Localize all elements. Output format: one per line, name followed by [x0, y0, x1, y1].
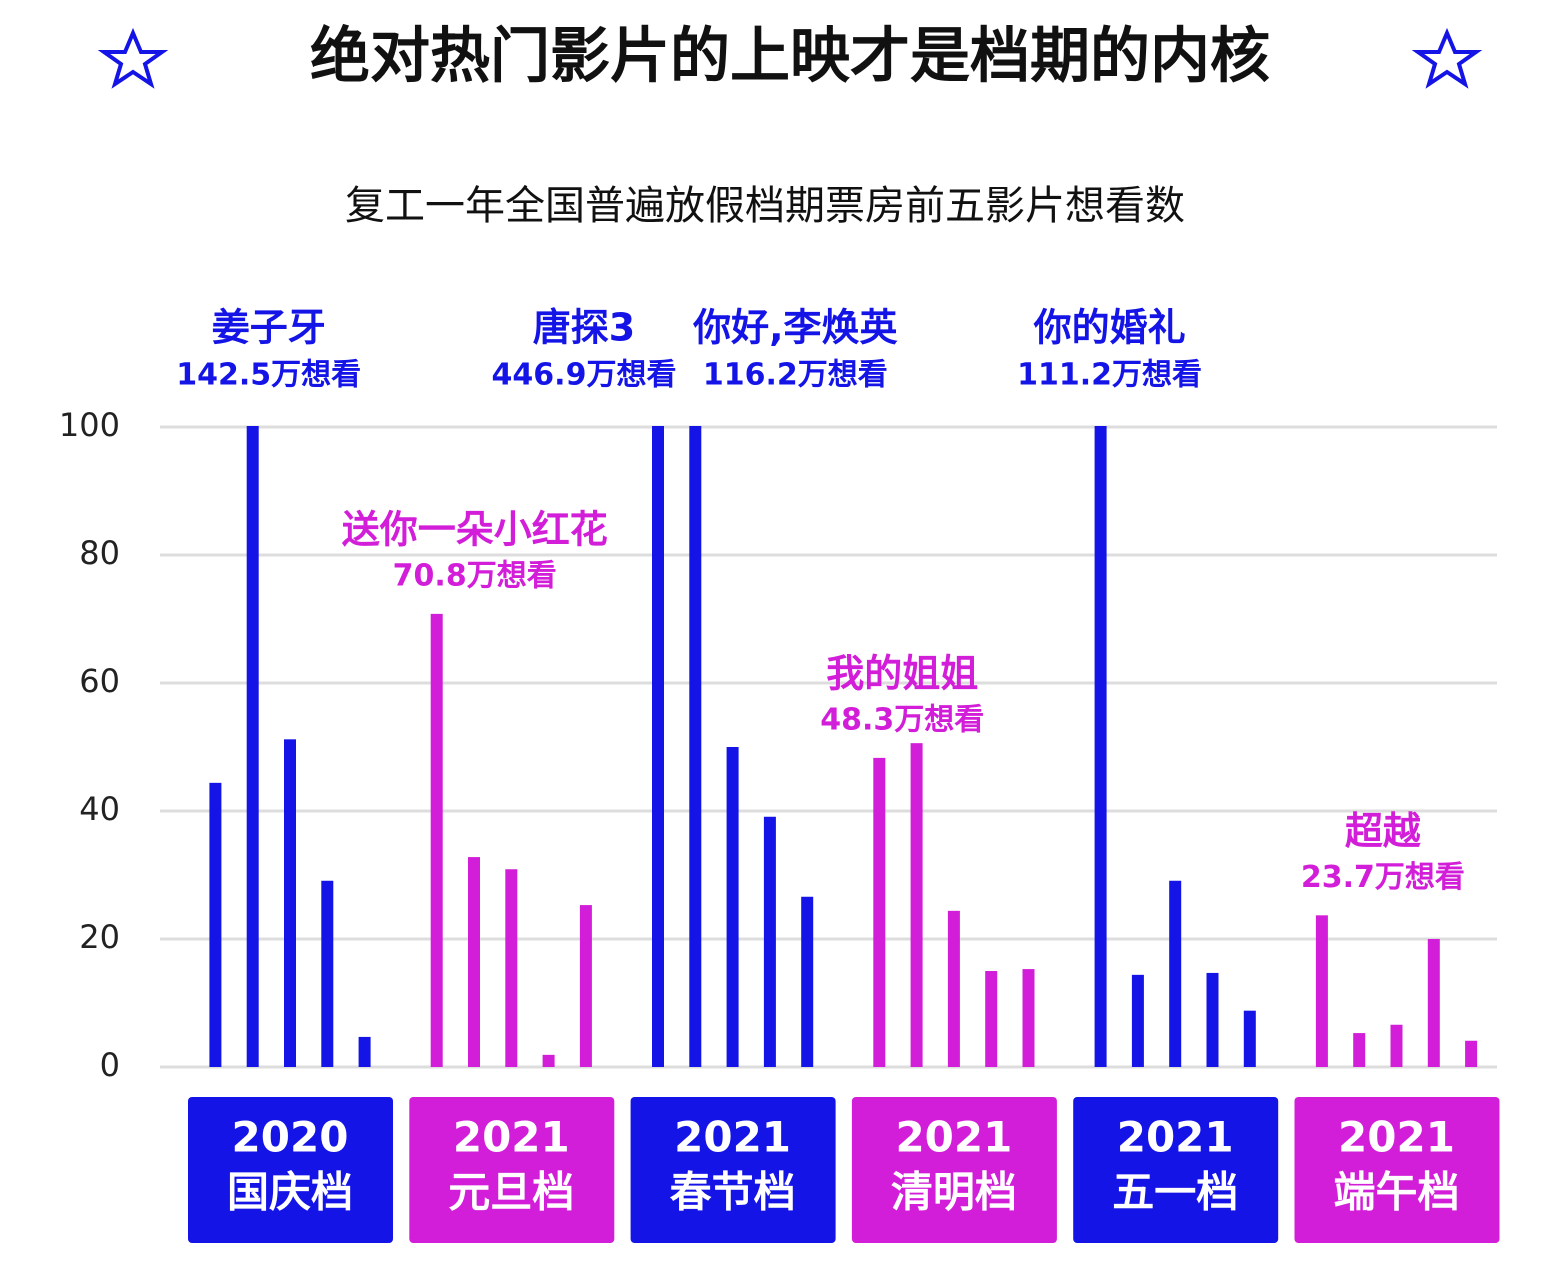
- category-label: 清明档: [891, 1168, 1017, 1217]
- bar: [726, 747, 739, 1067]
- bar: [1243, 1010, 1256, 1067]
- category-year: 2021: [453, 1113, 570, 1162]
- category-box: [851, 1097, 1057, 1243]
- bar: [358, 1036, 371, 1067]
- film-label: 超越: [1345, 809, 1422, 853]
- bar: [246, 426, 259, 1067]
- bar: [1315, 915, 1328, 1067]
- bar: [947, 910, 960, 1067]
- category-year: 2021: [1117, 1113, 1234, 1162]
- category-box: [630, 1097, 836, 1243]
- category-year: 2021: [674, 1113, 791, 1162]
- bar: [468, 857, 480, 1067]
- category-label: 端午档: [1333, 1168, 1459, 1217]
- category-box: [1294, 1097, 1500, 1243]
- category-label: 元旦档: [448, 1168, 574, 1217]
- category-year: 2021: [895, 1113, 1012, 1162]
- bar: [284, 739, 296, 1067]
- film-label: 姜子牙: [212, 306, 326, 350]
- category-box: [188, 1097, 393, 1243]
- bar: [579, 905, 592, 1067]
- bar: [321, 880, 334, 1067]
- bar: [910, 743, 923, 1067]
- y-tick-label: 60: [79, 662, 120, 700]
- film-label: 我的姐姐: [826, 651, 978, 695]
- film-label: 送你一朵小红花: [342, 507, 608, 551]
- y-tick-label: 100: [59, 406, 120, 444]
- chart-subtitle: 复工一年全国普遍放假档期票房前五影片想看数: [345, 183, 1185, 229]
- star-icon: [1411, 27, 1483, 89]
- bar: [430, 613, 443, 1067]
- film-label: 唐探3: [533, 306, 635, 350]
- value-label: 116.2万想看: [703, 358, 888, 393]
- y-tick-label: 80: [79, 534, 120, 572]
- value-label: 142.5万想看: [176, 358, 361, 393]
- value-label: 70.8万想看: [393, 558, 557, 593]
- bar: [1390, 1024, 1403, 1067]
- category-label: 五一档: [1112, 1168, 1238, 1217]
- bar: [985, 971, 998, 1067]
- category-box: [1073, 1097, 1279, 1243]
- category-label: 国庆档: [227, 1168, 353, 1217]
- value-label: 111.2万想看: [1017, 358, 1202, 393]
- value-label: 48.3万想看: [820, 702, 984, 737]
- bar: [505, 869, 518, 1067]
- category-year: 2020: [232, 1113, 349, 1162]
- bar: [873, 757, 886, 1067]
- bar: [689, 426, 702, 1067]
- bar: [1353, 1033, 1366, 1067]
- y-tick-label: 0: [100, 1046, 120, 1084]
- bar: [1465, 1040, 1478, 1067]
- bar: [209, 782, 222, 1067]
- star-icon: [97, 27, 169, 89]
- y-tick-label: 20: [79, 918, 120, 956]
- chart-title: 绝对热门影片的上映才是档期的内核: [310, 22, 1270, 92]
- bar: [763, 816, 776, 1067]
- bar: [801, 896, 814, 1067]
- value-label: 23.7万想看: [1301, 860, 1465, 895]
- y-tick-label: 40: [79, 790, 120, 828]
- value-label: 446.9万想看: [492, 358, 677, 393]
- film-label: 你好,李焕英: [692, 306, 898, 350]
- bar: [1094, 426, 1107, 1067]
- bar: [542, 1054, 555, 1067]
- bar: [1022, 969, 1035, 1067]
- bar: [652, 426, 664, 1067]
- category-year: 2021: [1338, 1113, 1455, 1162]
- bar: [1427, 939, 1440, 1067]
- category-label: 春节档: [670, 1168, 796, 1217]
- bar: [1206, 972, 1219, 1067]
- plot-area: [209, 426, 1478, 1067]
- bar: [1131, 974, 1144, 1067]
- bar: [1169, 880, 1182, 1067]
- category-box: [409, 1097, 615, 1243]
- film-label: 你的婚礼: [1033, 306, 1186, 350]
